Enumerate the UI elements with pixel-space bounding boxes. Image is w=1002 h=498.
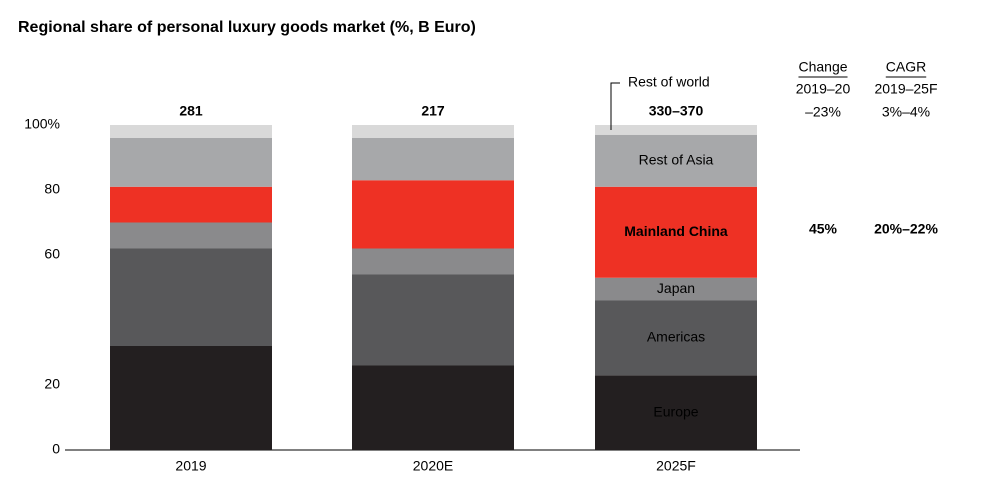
y-tick-label: 80 [44, 181, 60, 197]
x-tick-label: 2025F [656, 458, 696, 474]
segment-label: Europe [653, 403, 698, 419]
bar-segment [352, 274, 514, 366]
x-tick-label: 2020E [413, 458, 453, 474]
total-label: 330–370 [649, 103, 704, 119]
segment-label: Rest of world [628, 74, 710, 90]
bar-segment [595, 134, 757, 187]
bar-segment [595, 277, 757, 301]
y-tick-label: 60 [44, 246, 60, 262]
y-tick-label: 20 [44, 376, 60, 392]
total-label: 281 [179, 103, 203, 119]
table-cell: 45% [809, 221, 838, 237]
segment-label: Mainland China [624, 223, 728, 239]
table-subheader: 2019–20 [796, 81, 851, 97]
bar-segment [352, 248, 514, 275]
table-header: CAGR [886, 59, 926, 75]
table-header: Change [798, 59, 847, 75]
segment-label: Rest of Asia [639, 151, 714, 167]
table-subheader: 2019–25F [874, 81, 937, 97]
bar-segment [110, 186, 272, 223]
x-tick-label: 2019 [175, 458, 206, 474]
bar-segment [110, 222, 272, 249]
segment-label: Japan [657, 280, 695, 296]
table-cell: 3%–4% [882, 104, 930, 120]
bar-segment [595, 186, 757, 278]
bar-segment [352, 180, 514, 249]
bar-segment [352, 365, 514, 450]
bar-segment [352, 138, 514, 181]
segment-label: Americas [647, 329, 705, 345]
bar-segment [110, 125, 272, 138]
bar-segment [595, 125, 757, 135]
total-label: 217 [421, 103, 445, 119]
leader-line [610, 82, 620, 130]
table-cell: –23% [805, 104, 841, 120]
bar-segment [110, 138, 272, 187]
bar-segment [595, 300, 757, 376]
y-tick-label: 100% [24, 116, 60, 132]
bar-segment [110, 346, 272, 450]
chart-title: Regional share of personal luxury goods … [18, 19, 476, 36]
y-tick-label: 0 [52, 441, 60, 457]
bar-segment [110, 248, 272, 346]
bar-segment [352, 125, 514, 138]
table-cell: 20%–22% [874, 221, 938, 237]
bar-segment [595, 375, 757, 450]
